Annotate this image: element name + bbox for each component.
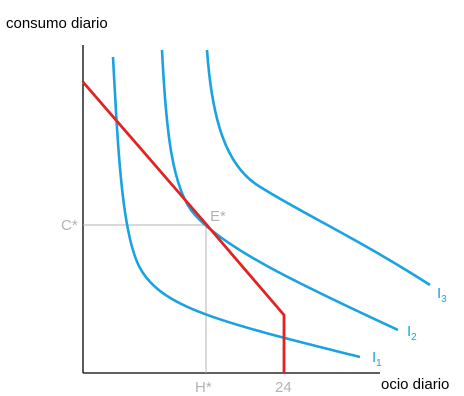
curve-label-1: I1 xyxy=(372,349,382,369)
y-axis-label: consumo diario xyxy=(6,15,108,32)
curve-label-2-main: I xyxy=(407,323,411,340)
budget-constraint xyxy=(81,81,286,373)
curve-label-3: I3 xyxy=(437,285,447,305)
curve-label-2: I2 xyxy=(407,323,417,343)
curve-label-2-sub: 2 xyxy=(411,332,417,343)
curve-label-1-main: I xyxy=(372,349,376,366)
e-star-label: E* xyxy=(210,208,226,225)
c-star-label: C* xyxy=(61,217,78,234)
curve-label-3-sub: 3 xyxy=(441,294,447,305)
indifference-curve-2 xyxy=(160,49,399,332)
indifference-curve-1 xyxy=(111,56,361,359)
indifference-curve-3 xyxy=(205,49,431,287)
curve-label-3-main: I xyxy=(437,285,441,302)
h-star-label: H* xyxy=(195,379,212,396)
max-leisure-label: 24 xyxy=(275,379,292,396)
x-axis-label: ocio diario xyxy=(381,376,449,393)
curve-label-1-sub: 1 xyxy=(376,358,382,369)
